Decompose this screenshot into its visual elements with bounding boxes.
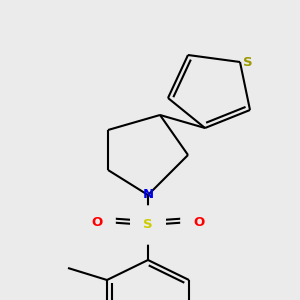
Text: S: S — [243, 56, 253, 68]
Text: O: O — [194, 215, 205, 229]
Text: O: O — [92, 215, 103, 229]
Text: S: S — [143, 218, 153, 232]
Text: N: N — [142, 188, 154, 202]
